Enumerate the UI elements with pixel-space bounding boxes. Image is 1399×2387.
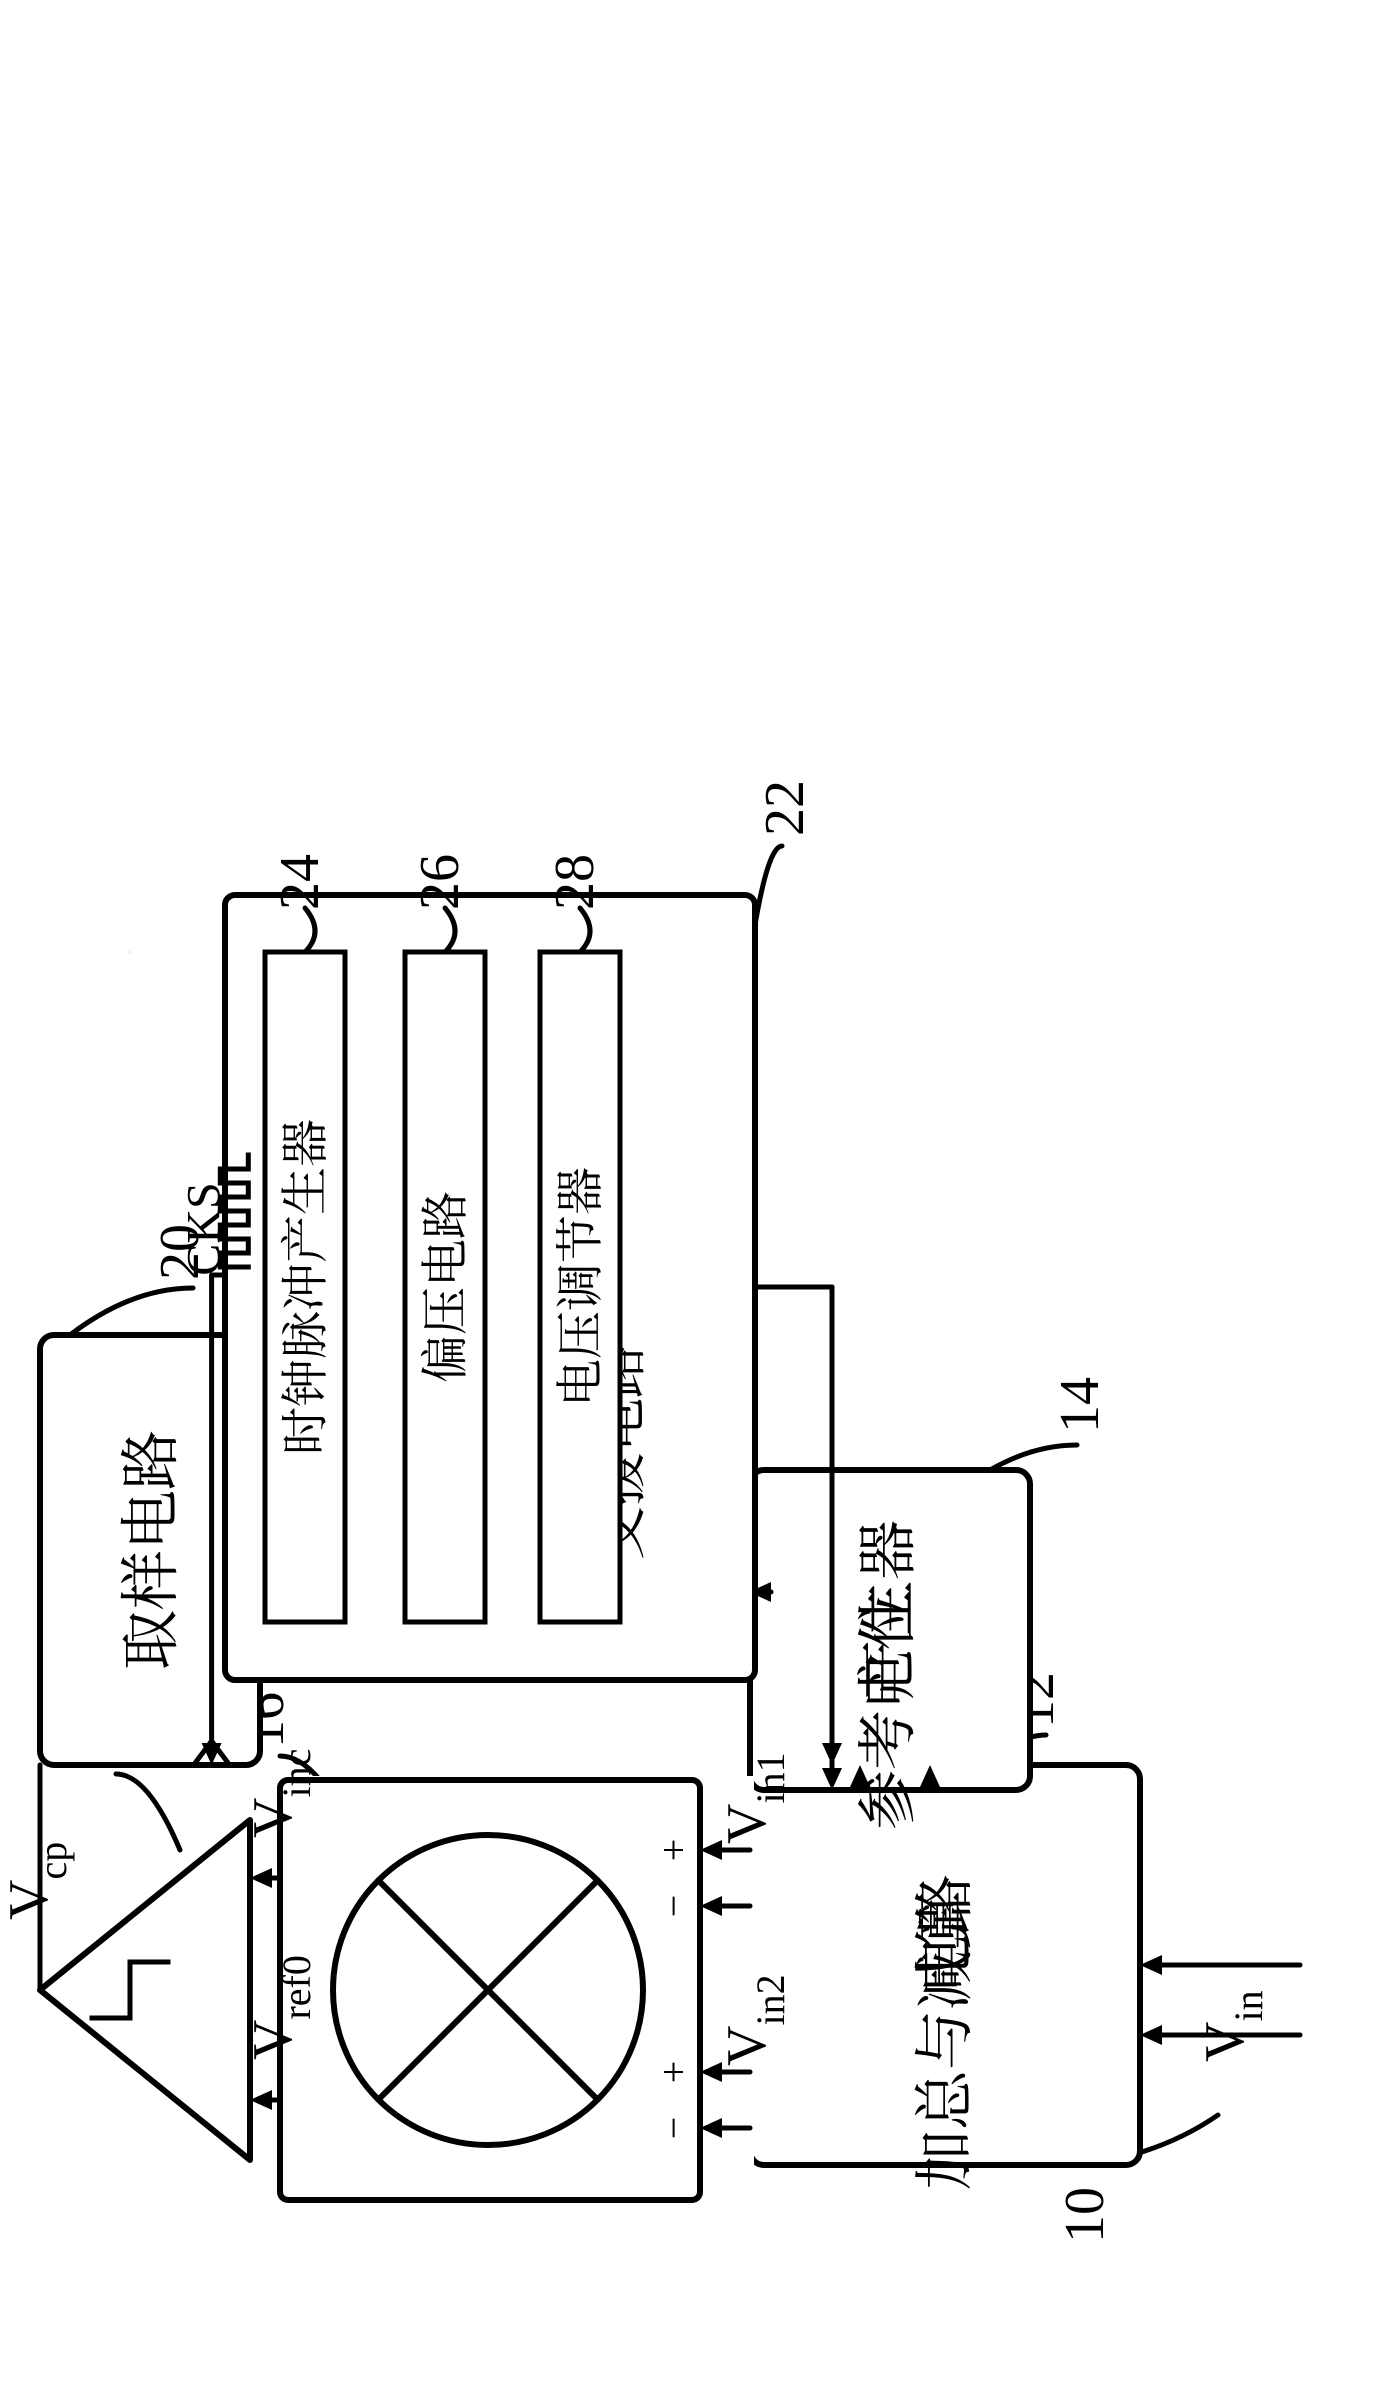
svg-text:−: −: [651, 1895, 696, 1918]
svg-text:28: 28: [129, 951, 131, 953]
svg-text:Vcp: Vcp: [0, 1842, 75, 1920]
svg-text:+: +: [651, 1839, 696, 1862]
svg-text:+: +: [651, 2061, 696, 2084]
svg-text:14: 14: [1049, 1377, 1111, 1433]
svg-text:22: 22: [754, 780, 816, 836]
svg-text:26: 26: [409, 854, 471, 910]
svg-text:产生器: 产生器: [840, 1520, 926, 1700]
svg-text:28: 28: [544, 854, 606, 910]
svg-text:电压调节器: 电压调节器: [541, 1167, 610, 1407]
svg-text:取样电路: 取样电路: [103, 1430, 189, 1670]
svg-text:偏压电路: 偏压电路: [406, 1191, 475, 1383]
svg-text:−: −: [651, 2117, 696, 2140]
svg-text:Vin: Vin: [1194, 1990, 1271, 2062]
svg-text:时钟脉冲产生器: 时钟脉冲产生器: [266, 1119, 335, 1455]
svg-text:10: 10: [1054, 2187, 1116, 2243]
svg-text:电路: 电路: [897, 1874, 983, 1994]
svg-text:24: 24: [269, 854, 331, 910]
